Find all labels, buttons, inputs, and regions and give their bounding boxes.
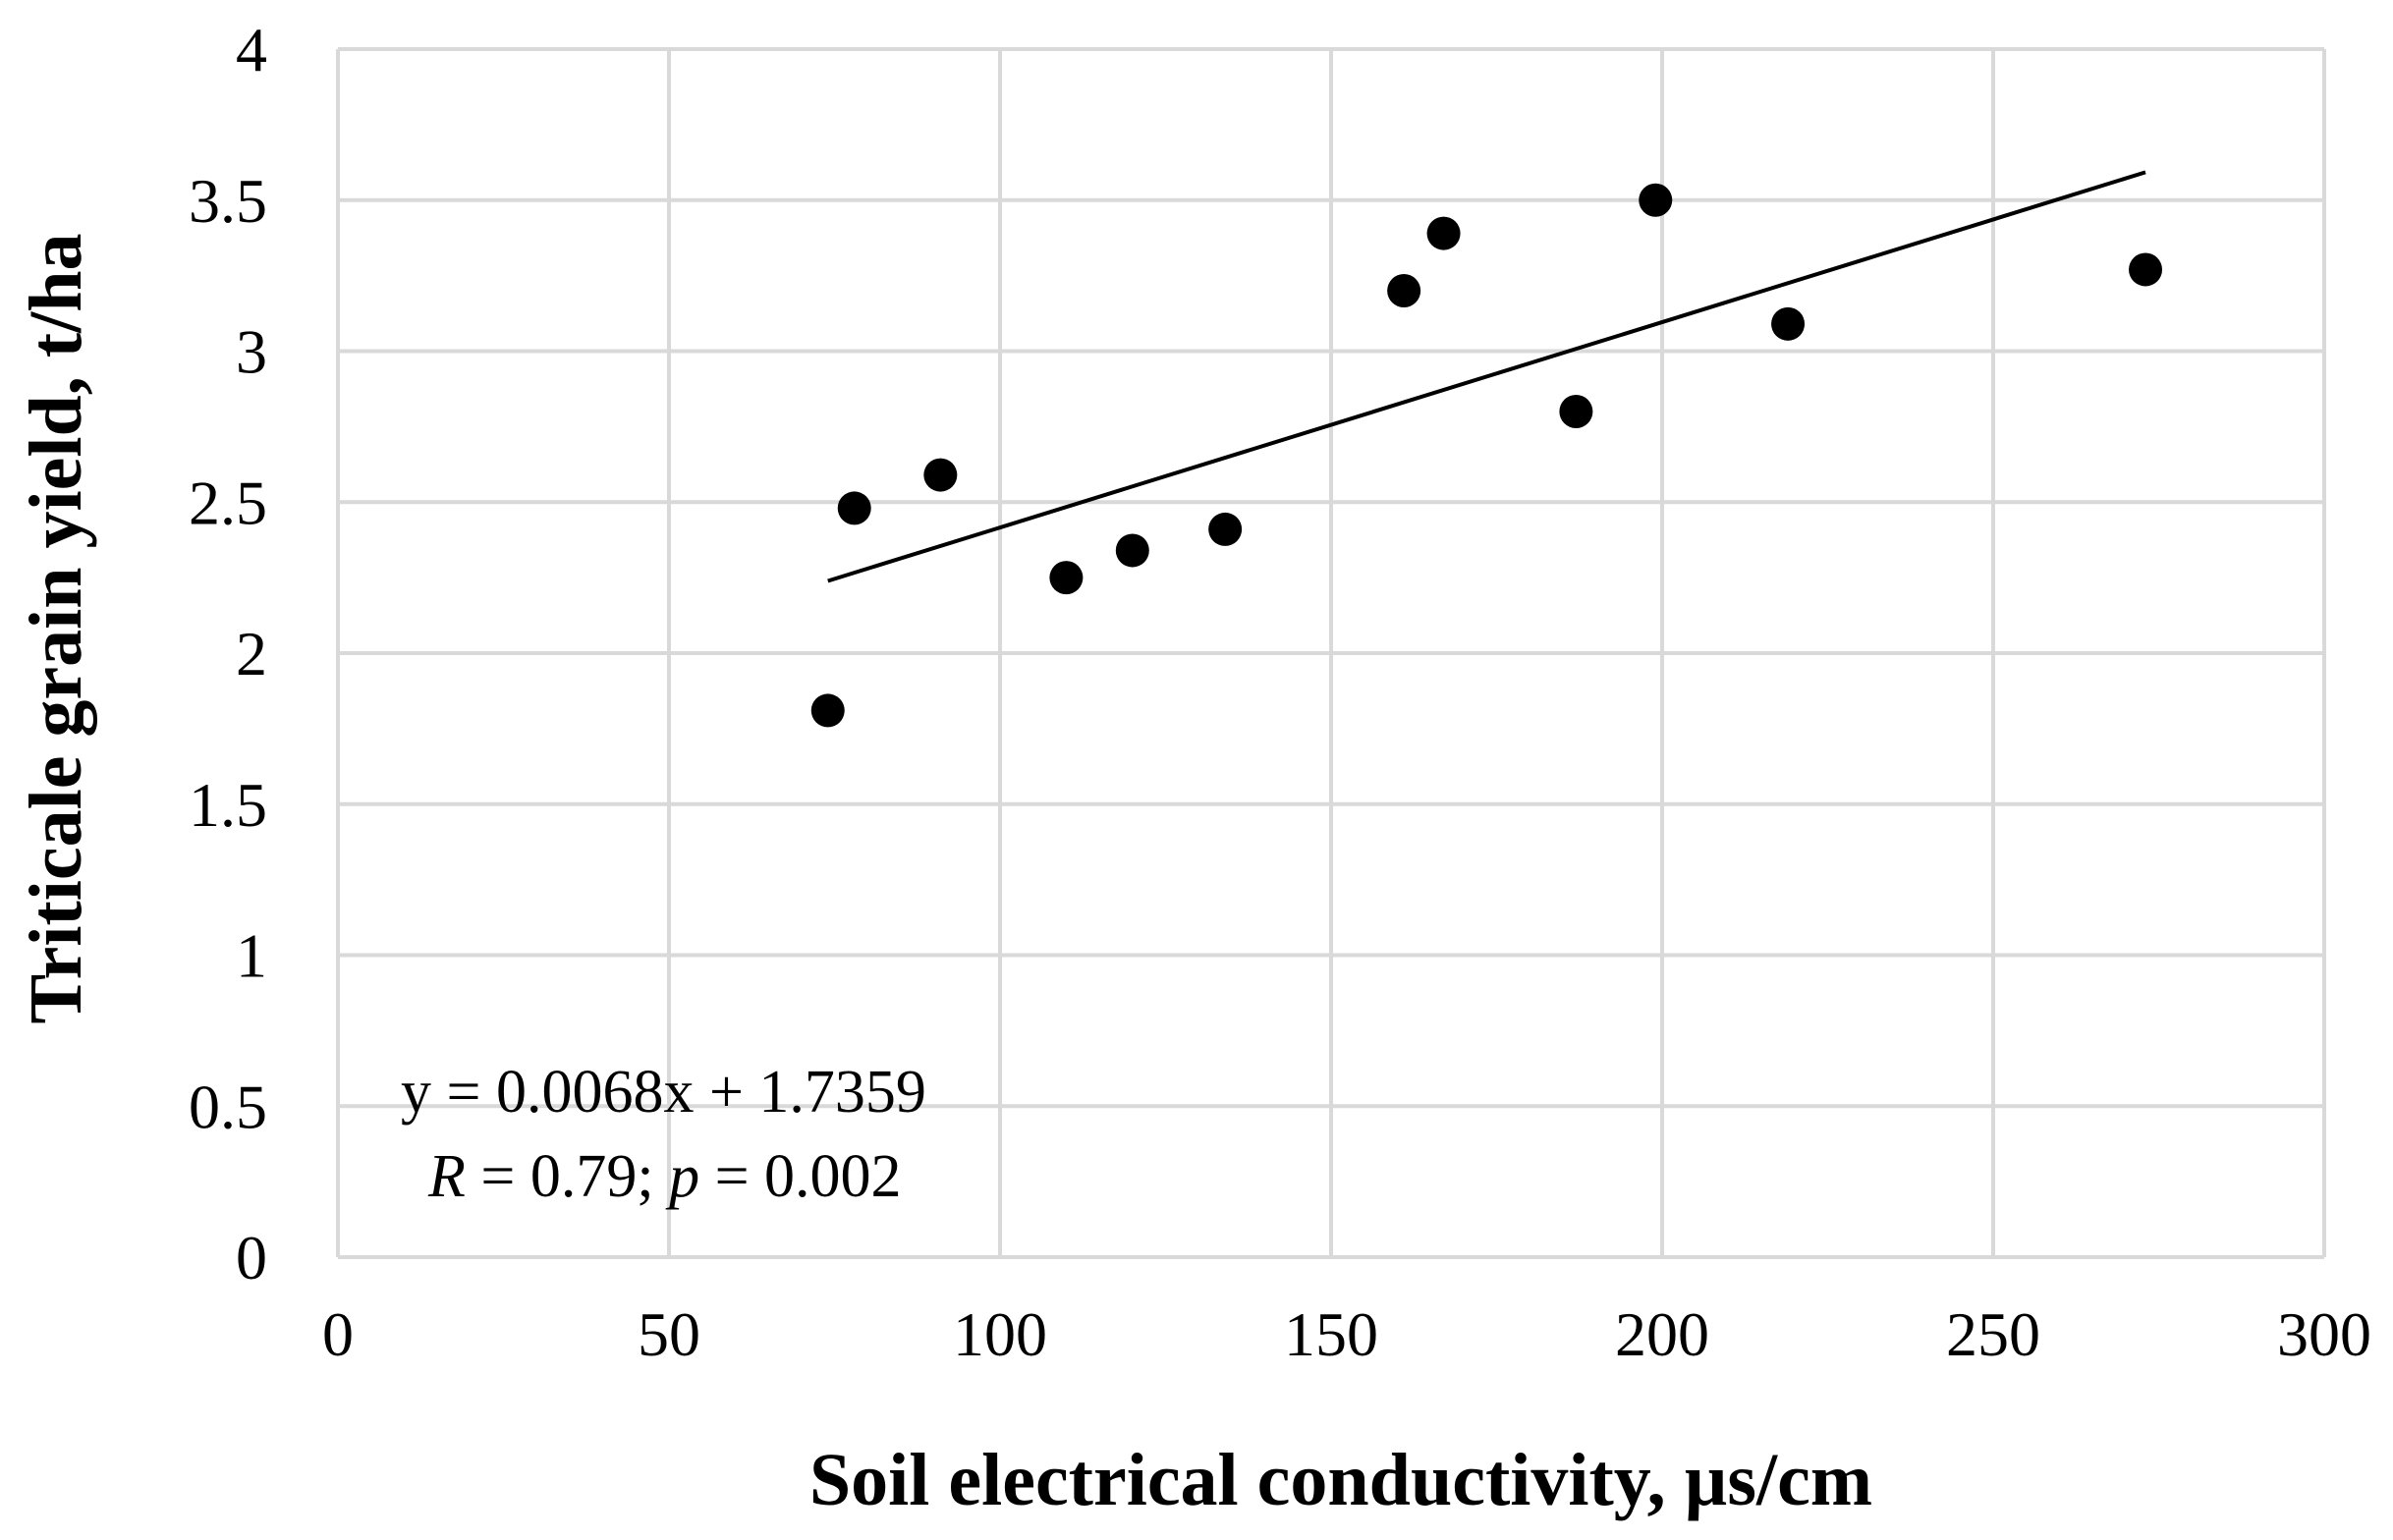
p-symbol: p <box>665 1143 699 1210</box>
x-axis-tick-labels: 0 50 100 150 200 250 300 <box>322 1299 2371 1369</box>
x-tick-label: 250 <box>1946 1299 2040 1369</box>
y-tick-label: 3.5 <box>189 166 267 236</box>
x-tick-label: 150 <box>1284 1299 1378 1369</box>
data-point <box>1426 216 1461 250</box>
y-tick-label: 3 <box>236 317 267 387</box>
y-tick-label: 0.5 <box>189 1072 267 1141</box>
y-tick-label: 0 <box>236 1223 267 1292</box>
regression-statistics: R = 0.79; p = 0.002 <box>427 1143 902 1210</box>
gridlines <box>336 47 2326 1259</box>
data-point <box>1208 512 1243 546</box>
x-axis-title: Soil electrical conductivity, µs/cm <box>809 1439 1872 1521</box>
x-tick-label: 300 <box>2277 1299 2371 1369</box>
data-point <box>837 491 871 525</box>
x-tick-label: 0 <box>322 1299 354 1369</box>
trendline-group <box>827 170 2146 583</box>
x-tick-label: 100 <box>953 1299 1047 1369</box>
y-axis-tick-labels: 0 0.5 1 1.5 2 2.5 3 3.5 4 <box>189 15 267 1292</box>
data-point <box>1115 533 1149 568</box>
data-point <box>1639 183 1673 217</box>
y-tick-label: 1.5 <box>189 770 267 840</box>
y-tick-label: 1 <box>236 921 267 991</box>
x-tick-label: 50 <box>638 1299 700 1369</box>
r-symbol: R <box>427 1143 466 1210</box>
y-axis-title: Triticale grain yield, t/ha <box>15 234 97 1024</box>
y-tick-label: 2.5 <box>189 468 267 537</box>
x-tick-label: 200 <box>1615 1299 1709 1369</box>
y-tick-label: 4 <box>236 15 267 84</box>
data-points <box>810 183 2163 728</box>
r-value: = 0.79; <box>466 1143 669 1210</box>
data-point <box>923 458 958 492</box>
data-point <box>810 693 845 728</box>
data-point <box>1049 561 1084 595</box>
regression-equation: y = 0.0068x + 1.7359 <box>401 1059 926 1126</box>
y-tick-label: 2 <box>236 619 267 688</box>
data-point <box>1559 395 1593 428</box>
data-point <box>2129 252 2163 287</box>
data-point <box>1387 274 1421 307</box>
data-point <box>1771 306 1806 341</box>
trendline <box>827 170 2146 583</box>
p-value: = 0.002 <box>699 1143 901 1210</box>
